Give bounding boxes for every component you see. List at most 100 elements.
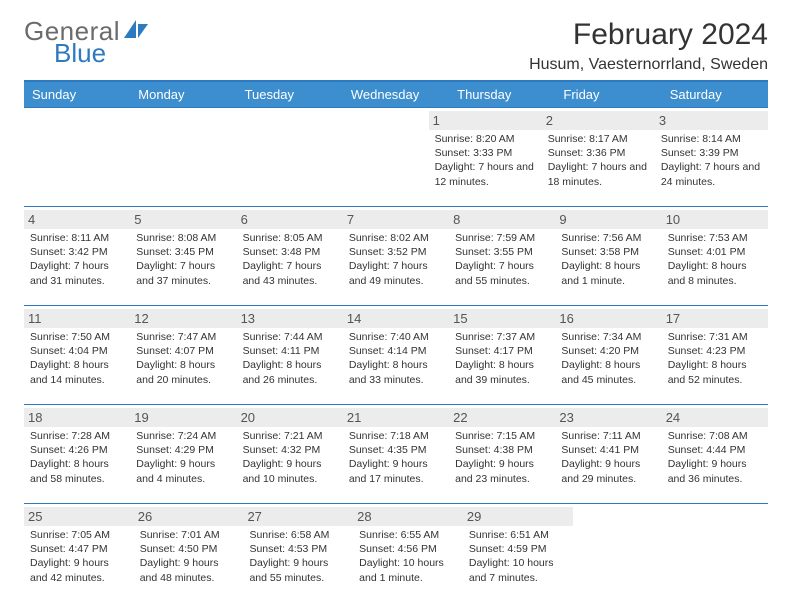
sunrise-text: Sunrise: 6:55 AM xyxy=(359,528,457,542)
sunset-text: Sunset: 4:41 PM xyxy=(561,443,655,457)
calendar-day: 7Sunrise: 8:02 AMSunset: 3:52 PMDaylight… xyxy=(343,207,449,305)
day-number: 25 xyxy=(24,507,134,526)
sunrise-text: Sunrise: 7:37 AM xyxy=(455,330,549,344)
sunset-text: Sunset: 3:42 PM xyxy=(30,245,124,259)
calendar-page: General Blue February 2024 Husum, Vaeste… xyxy=(0,0,792,612)
weekday-label: Saturday xyxy=(662,82,768,107)
daylight-text: Daylight: 7 hours and 49 minutes. xyxy=(349,259,443,287)
day-number: 7 xyxy=(343,210,449,229)
day-number: 27 xyxy=(243,507,353,526)
daylight-text: Daylight: 9 hours and 17 minutes. xyxy=(349,457,443,485)
calendar-day: 8Sunrise: 7:59 AMSunset: 3:55 PMDaylight… xyxy=(449,207,555,305)
day-info: Sunrise: 7:28 AMSunset: 4:26 PMDaylight:… xyxy=(30,429,124,486)
calendar-day: 22Sunrise: 7:15 AMSunset: 4:38 PMDayligh… xyxy=(449,405,555,503)
day-number: 20 xyxy=(237,408,343,427)
calendar-day: 11Sunrise: 7:50 AMSunset: 4:04 PMDayligh… xyxy=(24,306,130,404)
sunrise-text: Sunrise: 8:05 AM xyxy=(243,231,337,245)
day-info: Sunrise: 7:34 AMSunset: 4:20 PMDaylight:… xyxy=(561,330,655,387)
sunrise-text: Sunrise: 7:18 AM xyxy=(349,429,443,443)
logo: General Blue xyxy=(24,18,150,66)
calendar-day: 21Sunrise: 7:18 AMSunset: 4:35 PMDayligh… xyxy=(343,405,449,503)
day-info: Sunrise: 7:05 AMSunset: 4:47 PMDaylight:… xyxy=(30,528,128,585)
calendar-day: 5 Sunrise: 8:08 AMSunset: 3:45 PMDaylight… xyxy=(130,207,236,305)
day-number: 26 xyxy=(134,507,244,526)
sunset-text: Sunset: 3:45 PM xyxy=(136,245,230,259)
calendar-day: 4Sunrise: 8:11 AMSunset: 3:42 PMDaylight… xyxy=(24,207,130,305)
day-number: 3 xyxy=(655,111,768,130)
calendar-day: 14Sunrise: 7:40 AMSunset: 4:14 PMDayligh… xyxy=(343,306,449,404)
sunset-text: Sunset: 3:36 PM xyxy=(548,146,649,160)
day-info: Sunrise: 7:44 AMSunset: 4:11 PMDaylight:… xyxy=(243,330,337,387)
daylight-text: Daylight: 8 hours and 33 minutes. xyxy=(349,358,443,386)
daylight-text: Daylight: 9 hours and 48 minutes. xyxy=(140,556,238,584)
sunrise-text: Sunrise: 7:11 AM xyxy=(561,429,655,443)
daylight-text: Daylight: 8 hours and 39 minutes. xyxy=(455,358,549,386)
empty-day xyxy=(125,108,226,206)
sunrise-text: Sunrise: 7:24 AM xyxy=(136,429,230,443)
sunset-text: Sunset: 4:23 PM xyxy=(668,344,762,358)
sunset-text: Sunset: 4:04 PM xyxy=(30,344,124,358)
day-info: Sunrise: 8:05 AMSunset: 3:48 PMDaylight:… xyxy=(243,231,337,288)
day-number: 17 xyxy=(662,309,768,328)
day-info: Sunrise: 6:55 AMSunset: 4:56 PMDaylight:… xyxy=(359,528,457,585)
title-block: February 2024 Husum, Vaesternorrland, Sw… xyxy=(529,18,768,74)
daylight-text: Daylight: 9 hours and 4 minutes. xyxy=(136,457,230,485)
day-info: Sunrise: 7:24 AMSunset: 4:29 PMDaylight:… xyxy=(136,429,230,486)
sunset-text: Sunset: 4:26 PM xyxy=(30,443,124,457)
day-info: Sunrise: 7:31 AMSunset: 4:23 PMDaylight:… xyxy=(668,330,762,387)
sunrise-text: Sunrise: 7:50 AM xyxy=(30,330,124,344)
sunrise-text: Sunrise: 7:44 AM xyxy=(243,330,337,344)
daylight-text: Daylight: 7 hours and 18 minutes. xyxy=(548,160,649,188)
sunset-text: Sunset: 4:17 PM xyxy=(455,344,549,358)
day-info: Sunrise: 8:17 AMSunset: 3:36 PMDaylight:… xyxy=(548,132,649,189)
calendar-day: 3Sunrise: 8:14 AMSunset: 3:39 PMDaylight… xyxy=(655,108,768,206)
day-info: Sunrise: 7:56 AMSunset: 3:58 PMDaylight:… xyxy=(561,231,655,288)
daylight-text: Daylight: 9 hours and 36 minutes. xyxy=(668,457,762,485)
weekday-label: Monday xyxy=(130,82,236,107)
sunset-text: Sunset: 4:38 PM xyxy=(455,443,549,457)
calendar-day: 25 Sunrise: 7:05 AMSunset: 4:47 PMDayligh… xyxy=(24,504,134,602)
sunrise-text: Sunrise: 6:58 AM xyxy=(249,528,347,542)
daylight-text: Daylight: 8 hours and 14 minutes. xyxy=(30,358,124,386)
daylight-text: Daylight: 9 hours and 10 minutes. xyxy=(243,457,337,485)
sunrise-text: Sunrise: 6:51 AM xyxy=(469,528,567,542)
calendar-day: 12 Sunrise: 7:47 AMSunset: 4:07 PMDayligh… xyxy=(130,306,236,404)
day-info: Sunrise: 7:11 AMSunset: 4:41 PMDaylight:… xyxy=(561,429,655,486)
calendar-day: 27Sunrise: 6:58 AMSunset: 4:53 PMDayligh… xyxy=(243,504,353,602)
daylight-text: Daylight: 10 hours and 7 minutes. xyxy=(469,556,567,584)
day-number: 12 xyxy=(130,309,236,328)
sunrise-text: Sunrise: 7:08 AM xyxy=(668,429,762,443)
sunrise-text: Sunrise: 7:28 AM xyxy=(30,429,124,443)
sunrise-text: Sunrise: 8:20 AM xyxy=(435,132,536,146)
sunset-text: Sunset: 3:58 PM xyxy=(561,245,655,259)
calendar-day: 19Sunrise: 7:24 AMSunset: 4:29 PMDayligh… xyxy=(130,405,236,503)
weekday-label: Wednesday xyxy=(343,82,449,107)
calendar-week: 18Sunrise: 7:28 AMSunset: 4:26 PMDayligh… xyxy=(24,404,768,503)
daylight-text: Daylight: 7 hours and 12 minutes. xyxy=(435,160,536,188)
day-number: 5 xyxy=(130,210,236,229)
calendar-week: 4Sunrise: 8:11 AMSunset: 3:42 PMDaylight… xyxy=(24,206,768,305)
sunset-text: Sunset: 4:56 PM xyxy=(359,542,457,556)
calendar-day: 15Sunrise: 7:37 AMSunset: 4:17 PMDayligh… xyxy=(449,306,555,404)
day-info: Sunrise: 7:08 AMSunset: 4:44 PMDaylight:… xyxy=(668,429,762,486)
daylight-text: Daylight: 8 hours and 52 minutes. xyxy=(668,358,762,386)
day-info: Sunrise: 7:47 AMSunset: 4:07 PMDaylight:… xyxy=(136,330,230,387)
sunset-text: Sunset: 4:07 PM xyxy=(136,344,230,358)
day-info: Sunrise: 7:01 AMSunset: 4:50 PMDaylight:… xyxy=(140,528,238,585)
sunrise-text: Sunrise: 7:21 AM xyxy=(243,429,337,443)
sunset-text: Sunset: 4:11 PM xyxy=(243,344,337,358)
daylight-text: Daylight: 8 hours and 20 minutes. xyxy=(136,358,230,386)
sunrise-text: Sunrise: 8:17 AM xyxy=(548,132,649,146)
day-number: 6 xyxy=(237,210,343,229)
daylight-text: Daylight: 7 hours and 43 minutes. xyxy=(243,259,337,287)
sunrise-text: Sunrise: 7:15 AM xyxy=(455,429,549,443)
day-info: Sunrise: 7:59 AMSunset: 3:55 PMDaylight:… xyxy=(455,231,549,288)
day-info: Sunrise: 8:08 AMSunset: 3:45 PMDaylight:… xyxy=(136,231,230,288)
sunset-text: Sunset: 3:33 PM xyxy=(435,146,536,160)
sunrise-text: Sunrise: 7:05 AM xyxy=(30,528,128,542)
day-number: 22 xyxy=(449,408,555,427)
day-info: Sunrise: 7:21 AMSunset: 4:32 PMDaylight:… xyxy=(243,429,337,486)
day-info: Sunrise: 7:40 AMSunset: 4:14 PMDaylight:… xyxy=(349,330,443,387)
day-number: 21 xyxy=(343,408,449,427)
calendar-week: 25 Sunrise: 7:05 AMSunset: 4:47 PMDayligh… xyxy=(24,503,768,602)
